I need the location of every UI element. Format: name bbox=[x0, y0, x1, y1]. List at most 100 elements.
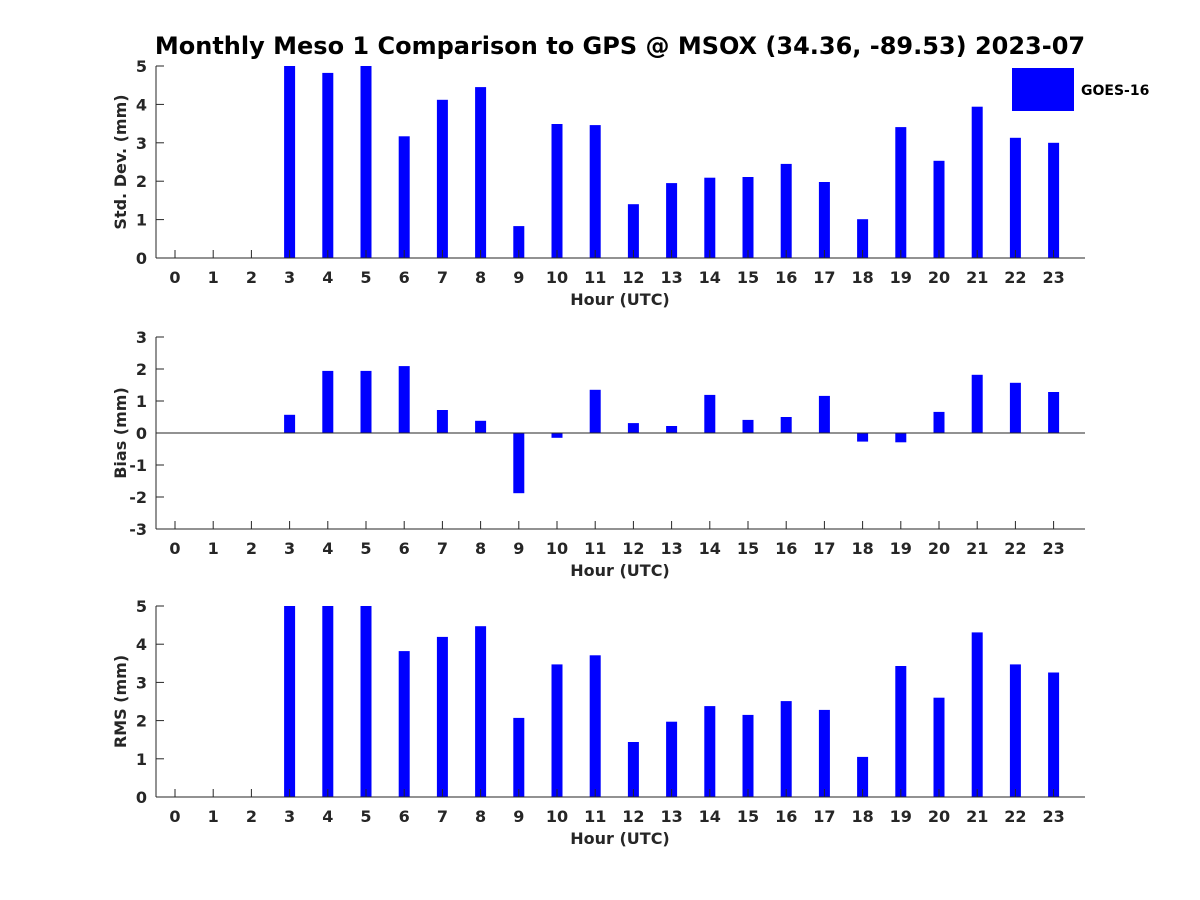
bar-hour-10 bbox=[551, 664, 563, 797]
bar-hour-7 bbox=[436, 636, 448, 797]
x-tick-label: 9 bbox=[513, 539, 524, 558]
bar-hour-18 bbox=[857, 756, 869, 797]
x-tick-label: 17 bbox=[813, 807, 835, 826]
bar-hour-15 bbox=[742, 177, 754, 258]
bar-hour-23 bbox=[1048, 392, 1060, 433]
bar-hour-17 bbox=[818, 395, 830, 433]
y-tick-label: 3 bbox=[136, 328, 147, 347]
x-tick-label: 20 bbox=[928, 539, 950, 558]
x-tick-label: 12 bbox=[622, 539, 644, 558]
bar-hour-22 bbox=[1009, 137, 1021, 258]
y-tick-label: 5 bbox=[136, 597, 147, 616]
bar-hour-21 bbox=[971, 106, 983, 258]
x-tick-label: 1 bbox=[208, 268, 219, 287]
x-tick-label: 20 bbox=[928, 268, 950, 287]
bar-hour-16 bbox=[780, 417, 792, 433]
x-tick-label: 12 bbox=[622, 268, 644, 287]
bar-hour-6 bbox=[398, 136, 410, 258]
chart-title: Monthly Meso 1 Comparison to GPS @ MSOX … bbox=[155, 32, 1085, 60]
legend: GOES-16 bbox=[1012, 68, 1149, 111]
x-tick-label: 9 bbox=[513, 268, 524, 287]
x-tick-label: 21 bbox=[966, 268, 988, 287]
bar-hour-3 bbox=[284, 66, 296, 258]
bar-hour-14 bbox=[704, 394, 716, 433]
y-tick-label: -3 bbox=[129, 520, 147, 539]
x-tick-label: 14 bbox=[699, 807, 721, 826]
bar-hour-12 bbox=[627, 423, 639, 433]
x-tick-label: 22 bbox=[1004, 539, 1026, 558]
x-tick-label: 10 bbox=[546, 807, 568, 826]
x-tick-label: 7 bbox=[437, 539, 448, 558]
x-tick-label: 0 bbox=[169, 807, 180, 826]
bar-hour-23 bbox=[1048, 672, 1060, 797]
x-tick-label: 7 bbox=[437, 268, 448, 287]
bar-hour-10 bbox=[551, 433, 563, 438]
bar-hour-18 bbox=[857, 433, 869, 442]
x-tick-label: 4 bbox=[322, 268, 333, 287]
bar-hour-3 bbox=[284, 414, 296, 433]
bar-hour-9 bbox=[513, 717, 525, 797]
bar-hour-9 bbox=[513, 433, 525, 494]
y-tick-label: 2 bbox=[136, 360, 147, 379]
x-tick-label: 16 bbox=[775, 268, 797, 287]
bar-hour-20 bbox=[933, 411, 945, 433]
x-tick-label: 21 bbox=[966, 539, 988, 558]
bar-hour-20 bbox=[933, 697, 945, 797]
bar-hour-8 bbox=[475, 626, 487, 797]
x-tick-label: 10 bbox=[546, 539, 568, 558]
x-tick-label: 21 bbox=[966, 807, 988, 826]
y-tick-label: 0 bbox=[136, 788, 147, 807]
x-tick-label: 19 bbox=[890, 268, 912, 287]
bar-hour-16 bbox=[780, 163, 792, 258]
x-tick-label: 18 bbox=[851, 539, 873, 558]
y-tick-label: 1 bbox=[136, 211, 147, 230]
bar-hour-3 bbox=[284, 606, 296, 797]
x-tick-label: 19 bbox=[890, 539, 912, 558]
x-tick-label: 1 bbox=[208, 539, 219, 558]
x-tick-label: 4 bbox=[322, 807, 333, 826]
bar-hour-20 bbox=[933, 160, 945, 258]
x-tick-label: 8 bbox=[475, 268, 486, 287]
x-tick-label: 15 bbox=[737, 807, 759, 826]
bar-hour-17 bbox=[818, 182, 830, 258]
y-tick-label: 3 bbox=[136, 673, 147, 692]
x-tick-label: 5 bbox=[360, 807, 371, 826]
y-tick-label: 0 bbox=[136, 424, 147, 443]
y-axis-label: Bias (mm) bbox=[111, 387, 130, 479]
x-tick-label: 6 bbox=[399, 268, 410, 287]
x-tick-label: 8 bbox=[475, 539, 486, 558]
x-tick-label: 22 bbox=[1004, 807, 1026, 826]
y-tick-label: 2 bbox=[136, 172, 147, 191]
bar-hour-15 bbox=[742, 714, 754, 797]
x-tick-label: 0 bbox=[169, 268, 180, 287]
bar-hour-6 bbox=[398, 651, 410, 797]
bar-hour-7 bbox=[436, 410, 448, 433]
bar-hour-9 bbox=[513, 226, 525, 258]
bar-hour-18 bbox=[857, 219, 869, 258]
bar-hour-14 bbox=[704, 706, 716, 797]
bar-hour-17 bbox=[818, 709, 830, 797]
x-tick-label: 9 bbox=[513, 807, 524, 826]
bar-hour-15 bbox=[742, 419, 754, 433]
bar-hour-11 bbox=[589, 655, 601, 797]
x-tick-label: 1 bbox=[208, 807, 219, 826]
x-tick-label: 8 bbox=[475, 807, 486, 826]
x-tick-label: 13 bbox=[660, 268, 682, 287]
x-tick-label: 6 bbox=[399, 807, 410, 826]
y-axis-label: RMS (mm) bbox=[111, 655, 130, 748]
bar-hour-7 bbox=[436, 99, 448, 258]
bar-hour-11 bbox=[589, 125, 601, 258]
x-tick-label: 6 bbox=[399, 539, 410, 558]
x-tick-label: 16 bbox=[775, 539, 797, 558]
bar-hour-4 bbox=[322, 606, 334, 797]
x-tick-label: 2 bbox=[246, 268, 257, 287]
x-tick-label: 2 bbox=[246, 807, 257, 826]
bar-hour-12 bbox=[627, 204, 639, 258]
x-tick-label: 20 bbox=[928, 807, 950, 826]
x-tick-label: 15 bbox=[737, 268, 759, 287]
bar-hour-13 bbox=[666, 426, 678, 433]
bar-hour-14 bbox=[704, 177, 716, 258]
